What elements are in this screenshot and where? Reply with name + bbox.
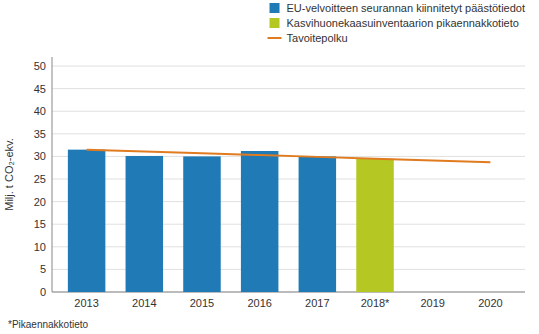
x-tick-label: 2019 <box>420 297 444 309</box>
y-tick-label: 20 <box>34 196 46 208</box>
grid-line <box>52 269 525 270</box>
grid-line <box>52 179 525 180</box>
grid-line <box>52 201 525 202</box>
x-tick-label: 2015 <box>190 297 214 309</box>
grid-line <box>52 66 525 67</box>
grid-line <box>52 224 525 225</box>
bar <box>183 156 220 292</box>
plot-area <box>68 150 491 292</box>
legend-label: Tavoitepolku <box>287 32 348 44</box>
legend-swatch <box>270 3 280 13</box>
y-tick-label: 40 <box>34 105 46 117</box>
chart: 0 5 10 15 20 25 30 35 40 45 50 2013 2014 2015 2016 2017… <box>0 0 539 334</box>
bar <box>241 151 278 292</box>
grid-line <box>52 88 525 89</box>
x-tick-label: 2017 <box>305 297 329 309</box>
y-tick-label: 50 <box>34 60 46 72</box>
x-axis-line <box>52 292 525 293</box>
y-tick-label: 35 <box>34 128 46 140</box>
bar <box>68 150 105 292</box>
y-tick-label: 30 <box>34 150 46 162</box>
legend-swatch <box>268 37 282 39</box>
grid-line <box>52 133 525 134</box>
y-tick-label: 45 <box>34 83 46 95</box>
y-axis-line <box>52 57 53 292</box>
x-tick-label: 2018* <box>361 297 390 309</box>
grid-line <box>52 246 525 247</box>
legend-label: EU-velvoitteen seurannan kiinnitetyt pää… <box>287 2 525 14</box>
x-tick-label: 2020 <box>478 297 502 309</box>
grid <box>52 66 525 292</box>
bar <box>299 156 336 292</box>
y-tick-label: 5 <box>40 263 46 275</box>
bar <box>356 159 393 292</box>
line <box>87 150 491 163</box>
y-tick-label: 0 <box>40 286 46 298</box>
footnote: *Pikaennakkotieto <box>8 319 88 330</box>
y-axis-label: Milj. t CO₂-ekv. <box>3 138 15 211</box>
legend-swatch <box>270 18 280 28</box>
legend-label: Kasvihuonekaasuinventaarion pikaennakkot… <box>287 17 519 29</box>
grid-line <box>52 111 525 112</box>
grid-line <box>52 292 525 293</box>
legend: EU-velvoitteen seurannan kiinnitetyt pää… <box>268 2 525 44</box>
x-tick-label: 2016 <box>247 297 271 309</box>
y-tick-label: 25 <box>34 173 46 185</box>
x-tick-label: 2013 <box>74 297 98 309</box>
y-tick-label: 10 <box>34 241 46 253</box>
y-tick-label: 15 <box>34 218 46 230</box>
bar <box>126 156 163 292</box>
x-tick-label: 2014 <box>132 297 156 309</box>
